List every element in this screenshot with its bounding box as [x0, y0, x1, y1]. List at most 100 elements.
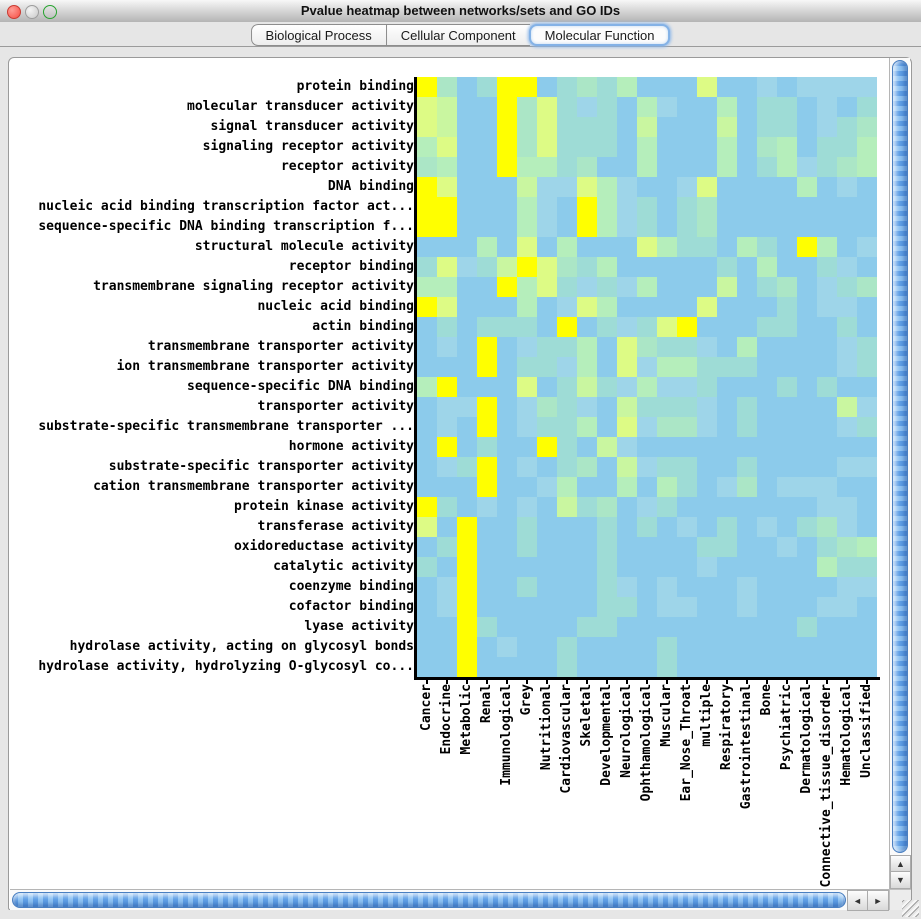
heatmap-cell — [597, 557, 617, 577]
heatmap-cell — [757, 537, 777, 557]
heatmap-cell — [417, 237, 437, 257]
heatmap-cell — [777, 617, 797, 637]
row-label: hydrolase activity, hydrolyzing O-glycos… — [38, 659, 414, 674]
heatmap-cell — [837, 237, 857, 257]
heatmap-cell — [797, 477, 817, 497]
axis-tick — [726, 680, 728, 684]
scroll-up-button[interactable]: ▲ — [890, 855, 911, 872]
row-label: protein kinase activity — [233, 499, 414, 514]
resize-grip[interactable] — [902, 900, 919, 917]
heatmap-cell — [517, 157, 537, 177]
tab-molecular-function[interactable]: Molecular Function — [528, 24, 671, 46]
heatmap-cell — [757, 617, 777, 637]
y-axis-line — [414, 77, 417, 680]
horizontal-scrollbar[interactable]: ◄ ► — [10, 889, 889, 911]
heatmap-cell — [617, 557, 637, 577]
scroll-right-button[interactable]: ► — [867, 890, 889, 911]
close-button[interactable] — [7, 5, 21, 19]
heatmap-cell — [477, 557, 497, 577]
minimize-button[interactable] — [25, 5, 39, 19]
heatmap-cell — [717, 117, 737, 137]
heatmap-cell — [477, 477, 497, 497]
heatmap-cell — [857, 417, 877, 437]
heatmap-cell — [517, 477, 537, 497]
heatmap-cell — [857, 157, 877, 177]
heatmap-cell — [497, 637, 517, 657]
vertical-scrollbar-thumb[interactable] — [892, 60, 908, 853]
heatmap-cell — [757, 417, 777, 437]
heatmap-cell — [617, 377, 637, 397]
heatmap-cell — [477, 457, 497, 477]
heatmap-cell — [757, 77, 777, 97]
heatmap-cell — [477, 437, 497, 457]
heatmap-cell — [457, 557, 477, 577]
heatmap-cell — [517, 137, 537, 157]
heatmap-cell — [517, 397, 537, 417]
heatmap-cell — [477, 417, 497, 437]
heatmap-cell — [857, 537, 877, 557]
heatmap-cell — [637, 277, 657, 297]
heatmap-cell — [817, 157, 837, 177]
heatmap-cell — [437, 577, 457, 597]
heatmap-cell — [537, 577, 557, 597]
vertical-scrollbar[interactable]: ▲ ▼ — [889, 58, 911, 889]
heatmap-cell — [597, 617, 617, 637]
heatmap-cell — [717, 437, 737, 457]
heatmap-cell — [817, 537, 837, 557]
horizontal-scrollbar-thumb[interactable] — [12, 892, 846, 908]
heatmap-cell — [697, 77, 717, 97]
heatmap-cell — [557, 197, 577, 217]
row-label: hormone activity — [288, 439, 414, 454]
heatmap-cell — [537, 237, 557, 257]
heatmap-cell — [437, 637, 457, 657]
heatmap-cell — [517, 337, 537, 357]
heatmap-cell — [457, 437, 477, 457]
heatmap-cell — [477, 357, 497, 377]
row-label: cofactor binding — [288, 599, 414, 614]
heatmap-cell — [457, 657, 477, 677]
heatmap-cell — [737, 557, 757, 577]
heatmap-cell — [417, 597, 437, 617]
scroll-left-button[interactable]: ◄ — [847, 890, 868, 911]
heatmap-cell — [537, 397, 557, 417]
tab-cellular-component[interactable]: Cellular Component — [385, 24, 530, 46]
heatmap-cell — [717, 617, 737, 637]
heatmap-cell — [557, 297, 577, 317]
heatmap-cell — [417, 77, 437, 97]
zoom-button[interactable] — [43, 5, 57, 19]
heatmap-cell — [857, 77, 877, 97]
tab-biological-process[interactable]: Biological Process — [250, 24, 386, 46]
x-axis-line — [414, 677, 880, 680]
heatmap-cell — [497, 537, 517, 557]
axis-tick — [866, 680, 868, 684]
column-label: Muscular — [659, 684, 674, 747]
heatmap-cell — [797, 417, 817, 437]
heatmap-cell — [717, 77, 737, 97]
heatmap-cell — [617, 337, 637, 357]
scroll-down-button[interactable]: ▼ — [890, 871, 911, 889]
heatmap-cell — [637, 517, 657, 537]
heatmap-cell — [737, 397, 757, 417]
heatmap-cell — [597, 537, 617, 557]
heatmap-cell — [477, 137, 497, 157]
heatmap-cell — [437, 437, 457, 457]
row-label: coenzyme binding — [288, 579, 414, 594]
heatmap-cell — [477, 657, 497, 677]
heatmap-cell — [797, 437, 817, 457]
heatmap-cell — [857, 477, 877, 497]
heatmap-cell — [597, 397, 617, 417]
heatmap-cell — [817, 437, 837, 457]
heatmap-cell — [537, 137, 557, 157]
heatmap-cell — [457, 237, 477, 257]
heatmap-cell — [537, 377, 557, 397]
heatmap-cell — [817, 517, 837, 537]
heatmap-cell — [857, 397, 877, 417]
heatmap-cell — [637, 597, 657, 617]
heatmap-cell — [657, 557, 677, 577]
heatmap-cell — [437, 297, 457, 317]
heatmap-cell — [837, 97, 857, 117]
heatmap-cell — [417, 97, 437, 117]
heatmap-cell — [717, 357, 737, 377]
heatmap-cell — [757, 497, 777, 517]
heatmap-cell — [477, 497, 497, 517]
